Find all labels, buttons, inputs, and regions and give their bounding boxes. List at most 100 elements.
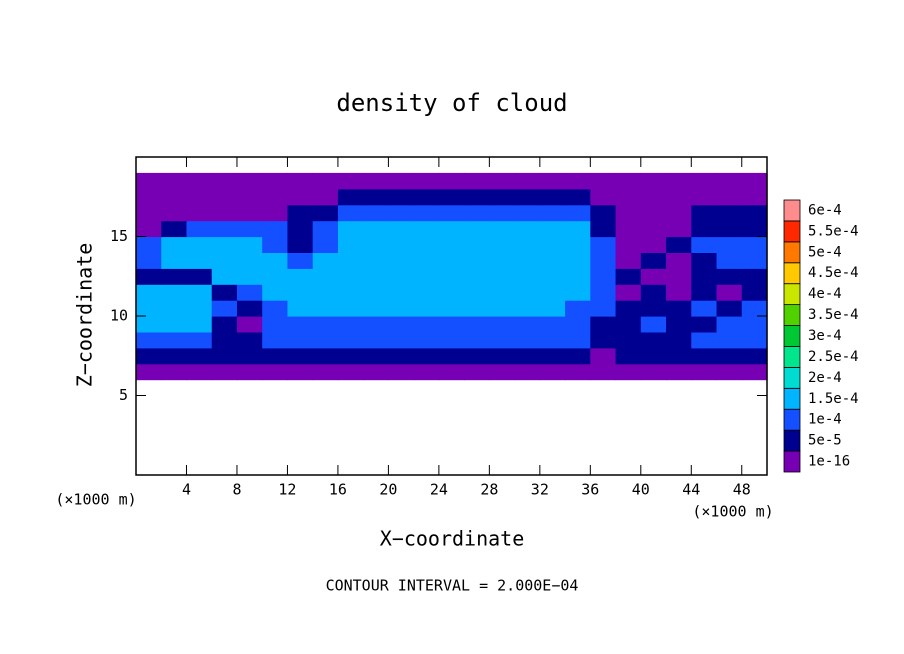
contour-cell <box>287 331 314 349</box>
contour-cell <box>615 188 642 206</box>
colorbar-label: 2e-4 <box>808 370 842 386</box>
contour-cell <box>236 300 263 317</box>
footer-note: CONTOUR INTERVAL = 2.000E−04 <box>326 577 579 595</box>
contour-cell <box>590 252 617 269</box>
contour-cell <box>211 236 238 253</box>
contour-cell <box>413 284 440 301</box>
contour-cell <box>211 331 238 349</box>
contour-cell <box>363 347 389 365</box>
contour-cell <box>666 172 692 190</box>
contour-cell <box>565 268 591 285</box>
contour-cell <box>464 300 490 317</box>
contour-cell <box>337 252 364 269</box>
contour-cell <box>489 284 516 301</box>
contour-cell <box>590 172 617 190</box>
contour-cell <box>489 220 516 238</box>
contour-cell <box>615 220 642 238</box>
contour-cell <box>565 284 591 301</box>
contour-cell <box>236 363 263 381</box>
contour-cell <box>312 300 339 317</box>
contour-cell <box>514 236 541 253</box>
contour-cell <box>741 331 768 349</box>
contour-cell <box>312 188 339 206</box>
contour-cell <box>640 204 667 222</box>
contour-cell <box>666 220 692 238</box>
contour-cell <box>236 188 263 206</box>
contour-cell <box>539 252 566 269</box>
contour-cell <box>136 363 162 381</box>
contour-cell <box>262 331 289 349</box>
colorbar-box <box>783 220 801 243</box>
contour-cell <box>640 363 667 381</box>
contour-cell <box>489 268 516 285</box>
contour-cell <box>211 252 238 269</box>
contour-cell <box>666 252 692 269</box>
contour-cell <box>565 204 591 222</box>
contour-cell <box>590 220 617 238</box>
colorbar-label: 1e-4 <box>808 412 842 428</box>
contour-cell <box>388 316 415 333</box>
contour-cell <box>287 268 314 285</box>
contour-cell <box>438 236 465 253</box>
contour-cell <box>186 316 213 333</box>
contour-cell <box>413 316 440 333</box>
x-tick-label: 20 <box>379 481 397 499</box>
contour-cell <box>363 188 389 206</box>
contour-cell <box>136 300 162 317</box>
contour-cell <box>615 316 642 333</box>
y-tick-label: 10 <box>110 307 128 325</box>
contour-cell <box>211 284 238 301</box>
contour-cell <box>262 252 289 269</box>
contour-cell <box>716 172 743 190</box>
contour-cell <box>590 268 617 285</box>
contour-cell <box>363 284 389 301</box>
contour-cell <box>539 172 566 190</box>
x-tick-label: 44 <box>682 481 700 499</box>
contour-cell <box>236 204 263 222</box>
contour-cell <box>161 268 188 285</box>
contour-cell <box>514 172 541 190</box>
contour-cell <box>161 236 188 253</box>
contour-cell <box>716 300 743 317</box>
contour-cell <box>312 204 339 222</box>
contour-cell <box>666 268 692 285</box>
contour-cell <box>539 204 566 222</box>
contour-cell <box>211 316 238 333</box>
contour-cell <box>691 300 718 317</box>
contour-cell <box>136 220 162 238</box>
contour-cell <box>388 204 415 222</box>
contour-cell <box>136 172 162 190</box>
colorbar-label: 4.5e-4 <box>808 265 859 281</box>
contour-cell <box>388 220 415 238</box>
contour-cell <box>388 268 415 285</box>
contour-cell <box>666 204 692 222</box>
contour-cell <box>287 347 314 365</box>
contour-cell <box>590 316 617 333</box>
contour-cell <box>539 220 566 238</box>
contour-cell <box>262 284 289 301</box>
colorbar-box <box>783 450 801 473</box>
contour-cell <box>388 331 415 349</box>
contour-cell <box>691 284 718 301</box>
contour-cell <box>438 172 465 190</box>
contour-cell <box>514 284 541 301</box>
contour-cell <box>615 284 642 301</box>
colorbar-box <box>783 262 801 285</box>
contour-cell <box>186 331 213 349</box>
contour-cell <box>514 204 541 222</box>
contour-cell <box>312 347 339 365</box>
contour-cell <box>136 347 162 365</box>
contour-cell <box>136 188 162 206</box>
contour-cell <box>161 347 188 365</box>
contour-cell <box>186 236 213 253</box>
contour-cell <box>691 220 718 238</box>
contour-cell <box>186 204 213 222</box>
contour-cell <box>464 331 490 349</box>
contour-cell <box>262 204 289 222</box>
contour-cell <box>186 300 213 317</box>
contour-cell <box>413 331 440 349</box>
contour-cell <box>666 347 692 365</box>
contour-cell <box>691 331 718 349</box>
contour-cell <box>741 300 768 317</box>
contour-cell <box>413 268 440 285</box>
